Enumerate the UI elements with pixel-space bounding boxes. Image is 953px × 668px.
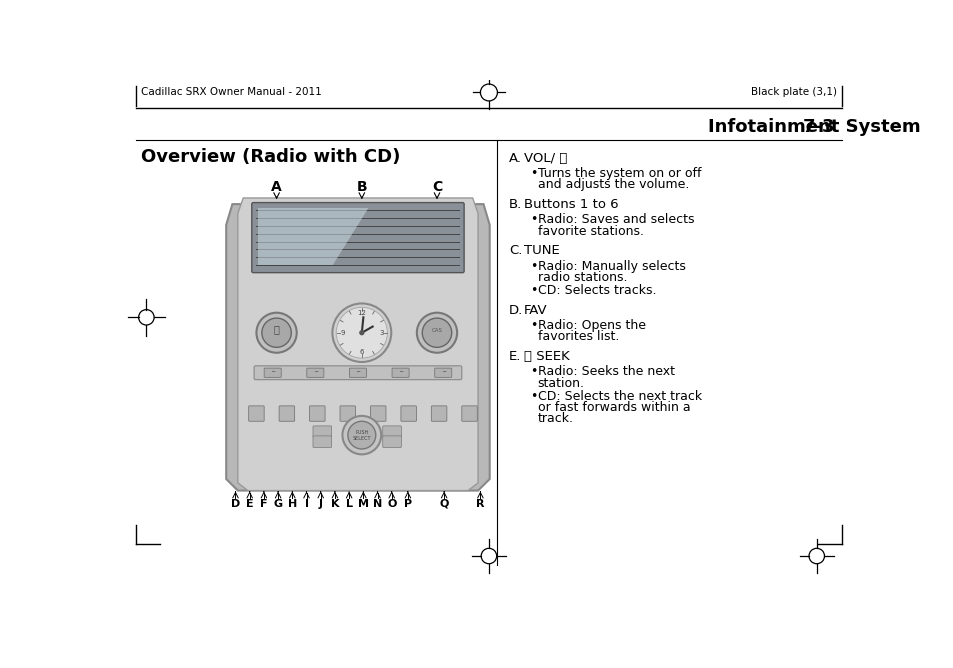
Circle shape bbox=[416, 313, 456, 353]
Circle shape bbox=[261, 318, 291, 347]
Text: favorite stations.: favorite stations. bbox=[537, 224, 643, 238]
Circle shape bbox=[332, 303, 391, 362]
FancyBboxPatch shape bbox=[382, 436, 401, 448]
FancyBboxPatch shape bbox=[431, 406, 446, 422]
Text: Infotainment System: Infotainment System bbox=[707, 118, 920, 136]
Text: Black plate (3,1): Black plate (3,1) bbox=[750, 88, 836, 98]
Text: N: N bbox=[373, 498, 382, 508]
Text: D: D bbox=[231, 498, 240, 508]
Text: D.: D. bbox=[509, 304, 523, 317]
Text: TUNE: TUNE bbox=[523, 244, 559, 257]
Text: •: • bbox=[530, 319, 537, 332]
Text: ─: ─ bbox=[398, 370, 402, 375]
FancyBboxPatch shape bbox=[279, 406, 294, 422]
Text: CD: Selects tracks.: CD: Selects tracks. bbox=[537, 284, 656, 297]
Text: •: • bbox=[530, 213, 537, 226]
FancyBboxPatch shape bbox=[313, 436, 332, 448]
FancyBboxPatch shape bbox=[253, 366, 461, 379]
FancyBboxPatch shape bbox=[349, 368, 366, 377]
Text: F: F bbox=[260, 498, 268, 508]
Text: A.: A. bbox=[509, 152, 521, 165]
Text: 9: 9 bbox=[340, 330, 344, 336]
Text: CAS: CAS bbox=[431, 328, 442, 333]
Text: J: J bbox=[318, 498, 322, 508]
Text: •: • bbox=[530, 260, 537, 273]
FancyBboxPatch shape bbox=[400, 406, 416, 422]
FancyBboxPatch shape bbox=[249, 406, 264, 422]
Text: 3: 3 bbox=[378, 330, 383, 336]
Text: Q: Q bbox=[439, 498, 448, 508]
Text: SELECT: SELECT bbox=[353, 436, 371, 441]
FancyBboxPatch shape bbox=[307, 368, 323, 377]
Text: C.: C. bbox=[509, 244, 522, 257]
Text: VOL/ ⏻: VOL/ ⏻ bbox=[523, 152, 567, 165]
Text: ─: ─ bbox=[314, 370, 316, 375]
Text: 7-3: 7-3 bbox=[802, 118, 835, 136]
Text: B.: B. bbox=[509, 198, 522, 211]
Text: Radio: Manually selects: Radio: Manually selects bbox=[537, 260, 685, 273]
Circle shape bbox=[335, 307, 387, 358]
Text: A: A bbox=[271, 180, 282, 194]
FancyBboxPatch shape bbox=[370, 406, 386, 422]
FancyBboxPatch shape bbox=[461, 406, 476, 422]
FancyBboxPatch shape bbox=[339, 406, 355, 422]
Polygon shape bbox=[237, 198, 477, 490]
Text: •: • bbox=[530, 167, 537, 180]
Circle shape bbox=[342, 416, 381, 454]
FancyBboxPatch shape bbox=[309, 406, 325, 422]
Text: ─: ─ bbox=[441, 370, 444, 375]
Text: ─: ─ bbox=[271, 370, 274, 375]
Text: FAV: FAV bbox=[523, 304, 547, 317]
Text: CD: Selects the next track: CD: Selects the next track bbox=[537, 390, 701, 403]
Text: Radio: Saves and selects: Radio: Saves and selects bbox=[537, 213, 694, 226]
Text: P: P bbox=[403, 498, 412, 508]
Text: R: R bbox=[476, 498, 484, 508]
Text: C: C bbox=[432, 180, 441, 194]
Text: E: E bbox=[246, 498, 253, 508]
Text: Buttons 1 to 6: Buttons 1 to 6 bbox=[523, 198, 618, 211]
Text: ⏻: ⏻ bbox=[274, 325, 279, 335]
Text: 6: 6 bbox=[359, 349, 364, 355]
Text: ⏩ SEEK: ⏩ SEEK bbox=[523, 350, 569, 363]
Text: favorites list.: favorites list. bbox=[537, 331, 618, 343]
Text: Cadillac SRX Owner Manual - 2011: Cadillac SRX Owner Manual - 2011 bbox=[141, 88, 321, 98]
Circle shape bbox=[256, 313, 296, 353]
Text: track.: track. bbox=[537, 412, 573, 426]
Text: M: M bbox=[357, 498, 369, 508]
Text: station.: station. bbox=[537, 377, 584, 389]
Text: H: H bbox=[288, 498, 296, 508]
Text: Radio: Opens the: Radio: Opens the bbox=[537, 319, 645, 332]
Text: Radio: Seeks the next: Radio: Seeks the next bbox=[537, 365, 674, 379]
FancyBboxPatch shape bbox=[435, 368, 452, 377]
Text: B: B bbox=[356, 180, 367, 194]
Polygon shape bbox=[257, 208, 368, 265]
Text: radio stations.: radio stations. bbox=[537, 271, 626, 284]
Text: Turns the system on or off: Turns the system on or off bbox=[537, 167, 700, 180]
Text: ─: ─ bbox=[356, 370, 359, 375]
Text: PUSH: PUSH bbox=[355, 430, 368, 436]
FancyBboxPatch shape bbox=[264, 368, 281, 377]
Text: K: K bbox=[331, 498, 339, 508]
Text: G: G bbox=[274, 498, 282, 508]
Polygon shape bbox=[226, 204, 489, 490]
FancyBboxPatch shape bbox=[313, 426, 332, 438]
Text: Overview (Radio with CD): Overview (Radio with CD) bbox=[141, 148, 400, 166]
Circle shape bbox=[348, 422, 375, 449]
Text: 12: 12 bbox=[357, 311, 366, 317]
Circle shape bbox=[359, 331, 363, 335]
FancyBboxPatch shape bbox=[392, 368, 409, 377]
Text: or fast forwards within a: or fast forwards within a bbox=[537, 401, 690, 414]
FancyBboxPatch shape bbox=[382, 426, 401, 438]
Text: and adjusts the volume.: and adjusts the volume. bbox=[537, 178, 688, 191]
Text: •: • bbox=[530, 390, 537, 403]
Text: •: • bbox=[530, 284, 537, 297]
Text: •: • bbox=[530, 365, 537, 379]
Text: I: I bbox=[304, 498, 308, 508]
Text: L: L bbox=[345, 498, 353, 508]
Text: O: O bbox=[387, 498, 396, 508]
FancyBboxPatch shape bbox=[252, 202, 464, 273]
Text: E.: E. bbox=[509, 350, 521, 363]
Circle shape bbox=[422, 318, 452, 347]
